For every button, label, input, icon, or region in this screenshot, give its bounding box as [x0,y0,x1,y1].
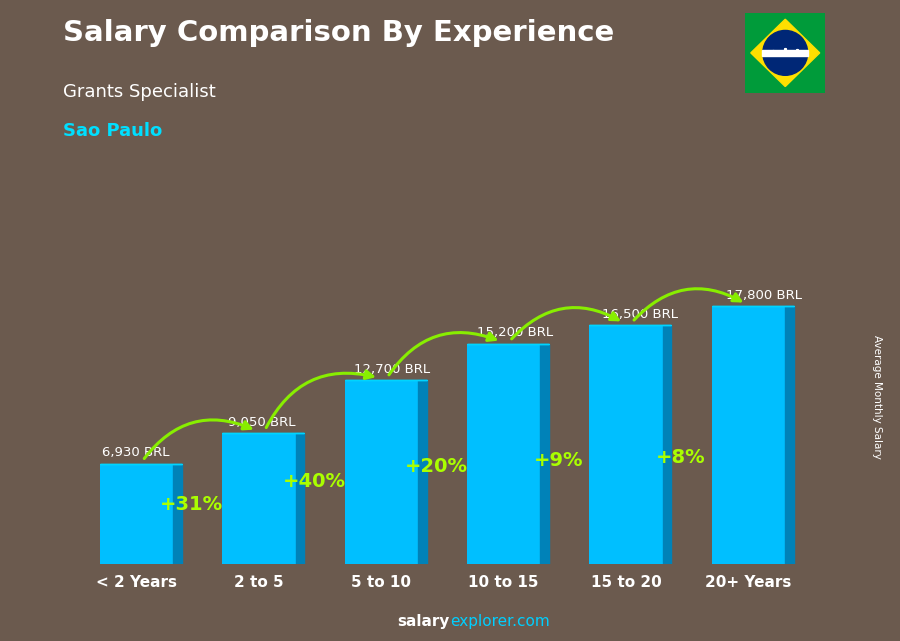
FancyArrowPatch shape [389,333,495,375]
FancyArrowPatch shape [511,308,618,339]
Text: 12,700 BRL: 12,700 BRL [355,363,430,376]
Text: +20%: +20% [405,458,468,476]
Bar [540,344,549,564]
FancyArrowPatch shape [634,288,741,320]
Circle shape [763,30,807,76]
Text: +40%: +40% [283,472,346,490]
Bar [418,380,427,564]
Bar [712,306,785,564]
Bar [785,306,794,564]
Bar [100,463,173,564]
Text: +9%: +9% [534,451,583,470]
FancyArrowPatch shape [266,371,373,428]
Text: 15,200 BRL: 15,200 BRL [477,326,553,340]
Text: 17,800 BRL: 17,800 BRL [726,289,803,302]
Text: salary: salary [398,615,450,629]
Bar [222,433,295,564]
Bar [295,433,304,564]
Text: explorer.com: explorer.com [450,615,550,629]
Text: +31%: +31% [160,495,223,515]
Text: Salary Comparison By Experience: Salary Comparison By Experience [63,19,614,47]
Text: Average Monthly Salary: Average Monthly Salary [872,335,883,460]
Text: Sao Paulo: Sao Paulo [63,122,162,140]
Bar [345,380,418,564]
Bar [662,325,671,564]
Text: 6,930 BRL: 6,930 BRL [103,446,170,460]
Bar [173,463,182,564]
Bar [467,344,540,564]
Text: Grants Specialist: Grants Specialist [63,83,216,101]
Text: 9,050 BRL: 9,050 BRL [229,415,296,429]
Text: +8%: +8% [656,448,706,467]
Bar [590,325,662,564]
Bar [762,51,808,56]
Text: 16,500 BRL: 16,500 BRL [601,308,678,320]
FancyArrowPatch shape [144,420,251,458]
Polygon shape [751,19,820,87]
